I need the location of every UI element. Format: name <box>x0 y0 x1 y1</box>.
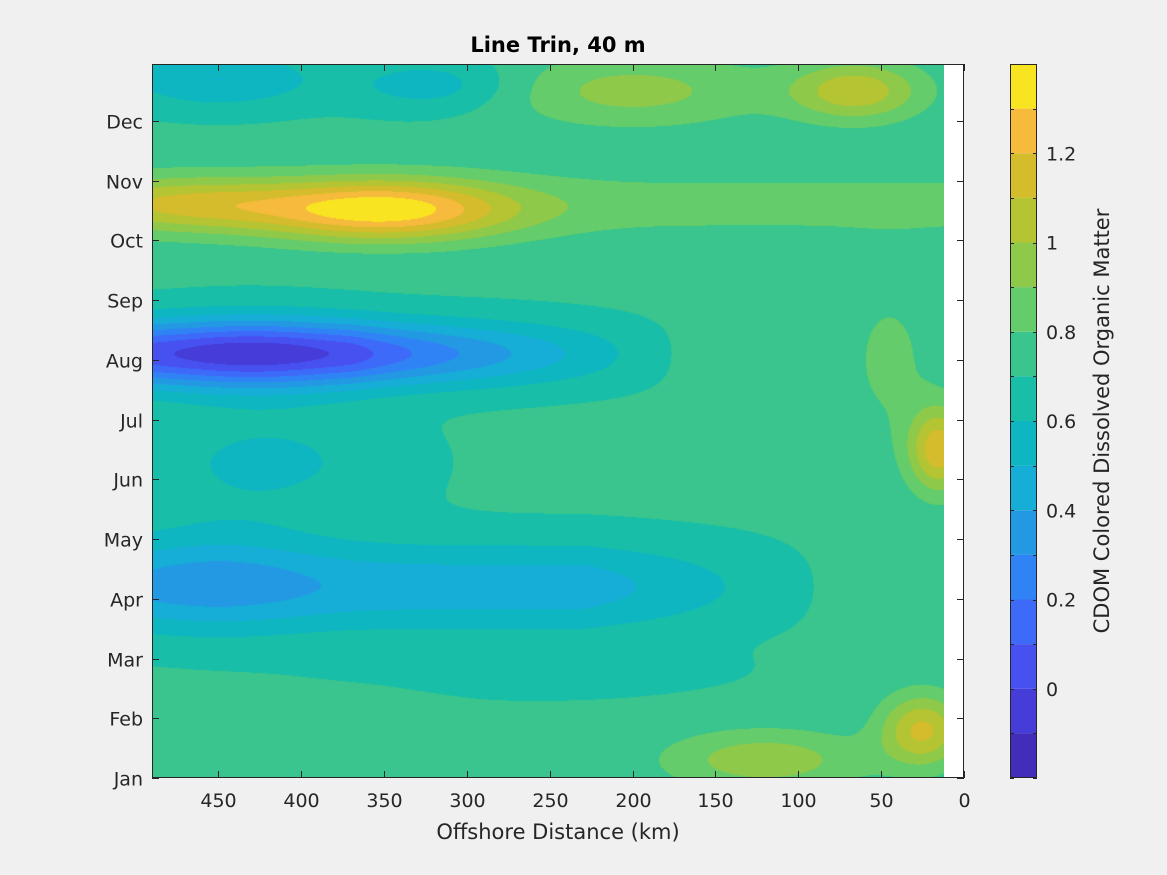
y-tick-label: Apr <box>110 590 143 612</box>
x-tick-label: 250 <box>532 790 568 812</box>
colorbar-tick-label: 0.4 <box>1046 500 1076 522</box>
x-axis-label: Offshore Distance (km) <box>436 820 679 844</box>
y-tick-label: Mar <box>107 650 143 672</box>
x-tick-label: 300 <box>449 790 485 812</box>
x-tick-label: 350 <box>366 790 402 812</box>
y-tick-label: Jan <box>113 769 143 791</box>
chart-title: Line Trin, 40 m <box>470 33 645 57</box>
y-axis-ticks: Jan Feb Mar Apr May Jun Jul Aug Sep Oct Nov Dec <box>104 112 964 791</box>
colorbar-tick-label: 1.2 <box>1046 143 1076 165</box>
x-tick-label: 200 <box>615 790 651 812</box>
x-axis-ticks: 450 400 350 300 250 200 150 100 50 0 <box>200 64 971 812</box>
colorbar-band <box>1010 64 1037 109</box>
contour-field <box>152 64 944 778</box>
colorbar-band <box>1010 644 1037 689</box>
colorbar-tick-label: 0.6 <box>1046 411 1076 433</box>
colorbar-tick-label: 0.2 <box>1046 590 1076 612</box>
y-tick-label: Sep <box>107 291 143 313</box>
y-tick-label: Jul <box>119 411 143 433</box>
colorbar-tick-label: 1 <box>1046 233 1058 255</box>
colorbar-band <box>1010 688 1037 734</box>
y-tick-label: Oct <box>110 231 143 253</box>
x-tick-label: 0 <box>958 790 970 812</box>
x-tick-label: 450 <box>200 790 236 812</box>
x-tick-label: 150 <box>697 790 733 812</box>
colorbar-band <box>1010 554 1037 600</box>
x-tick-label: 100 <box>780 790 816 812</box>
colorbar-band <box>1010 153 1037 198</box>
colorbar-band <box>1010 287 1037 332</box>
y-tick-label: Aug <box>106 351 143 373</box>
colorbar-label: CDOM Colored Dissolved Organic Matter <box>1090 208 1114 633</box>
y-tick-label: Dec <box>106 112 143 134</box>
colorbar-ticks: 0 0.2 0.4 0.6 0.8 1 1.2 <box>1010 64 1076 779</box>
y-tick-label: Jun <box>112 470 143 492</box>
colorbar-band <box>1010 421 1037 466</box>
colorbar-band <box>1010 108 1037 154</box>
colorbar-tick-label: 0 <box>1046 679 1058 701</box>
colorbar-band <box>1010 465 1037 511</box>
x-tick-label: 50 <box>869 790 893 812</box>
x-tick-label: 400 <box>283 790 319 812</box>
colorbar-band <box>1010 510 1037 555</box>
colorbar <box>1010 64 1037 778</box>
colorbar-tick-label: 0.8 <box>1046 322 1076 344</box>
colorbar-band <box>1010 331 1037 377</box>
y-tick-label: Feb <box>109 709 143 731</box>
colorbar-band <box>1010 242 1037 288</box>
y-tick-label: May <box>104 530 143 552</box>
colorbar-band <box>1010 599 1037 645</box>
colorbar-band <box>1010 733 1037 778</box>
colorbar-band <box>1010 376 1037 421</box>
y-tick-label: Nov <box>106 172 143 194</box>
colorbar-band <box>1010 197 1037 243</box>
